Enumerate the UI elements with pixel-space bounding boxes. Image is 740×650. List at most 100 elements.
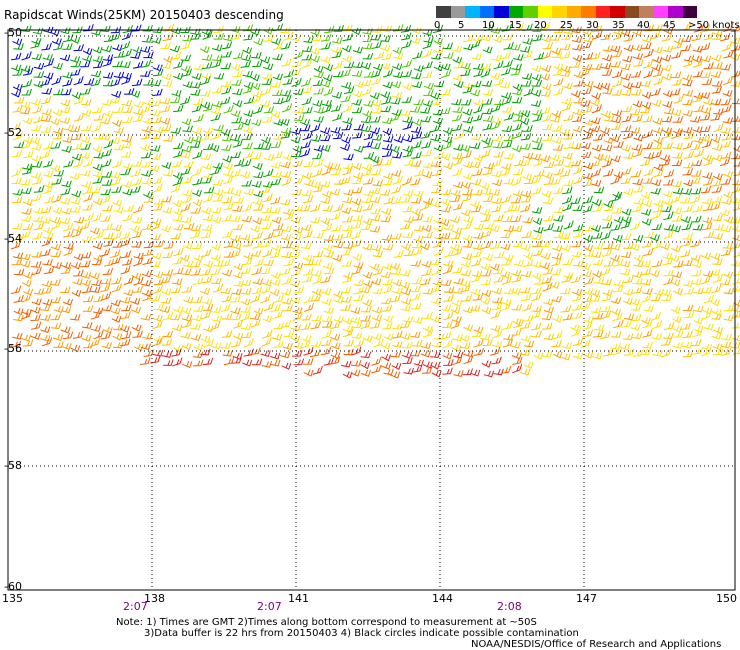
wind-barb <box>303 302 315 312</box>
wind-barb <box>362 28 373 35</box>
wind-barb <box>221 269 233 277</box>
wind-barb <box>92 307 104 315</box>
wind-barb <box>402 145 413 153</box>
wind-barb <box>452 152 463 160</box>
wind-barb <box>290 334 301 343</box>
wind-barb <box>350 221 362 229</box>
wind-barb <box>113 143 125 151</box>
wind-barb <box>292 159 303 167</box>
wind-barb <box>720 151 732 159</box>
wind-barb <box>151 116 162 124</box>
wind-barb <box>392 330 403 339</box>
wind-barb <box>93 330 104 340</box>
wind-barb <box>551 267 562 276</box>
wind-barb <box>401 351 413 359</box>
wind-barb <box>431 266 443 276</box>
wind-barb <box>573 259 584 267</box>
wind-barb <box>280 89 292 97</box>
wind-barb <box>341 360 352 368</box>
wind-barb <box>40 217 52 225</box>
wind-barb <box>463 43 474 51</box>
wind-barb <box>432 239 443 248</box>
wind-barb <box>13 308 24 316</box>
wind-barb <box>490 309 501 319</box>
wind-barb <box>411 197 422 204</box>
wind-barb <box>363 70 375 78</box>
wind-barb <box>400 195 411 203</box>
wind-barb <box>660 338 672 346</box>
wind-barb <box>513 259 524 267</box>
wind-barb <box>421 70 433 79</box>
wind-barb <box>622 288 634 296</box>
wind-barb <box>33 207 44 215</box>
wind-barb <box>492 141 504 149</box>
wind-barb <box>701 310 712 320</box>
wind-barb <box>53 127 64 135</box>
wind-barb <box>151 337 163 347</box>
wind-barb <box>503 177 514 185</box>
wind-barb <box>123 88 135 95</box>
wind-barb <box>230 295 241 303</box>
wind-barb <box>120 265 131 275</box>
wind-barb <box>410 349 421 357</box>
wind-barb <box>143 78 154 86</box>
wind-barb <box>592 270 603 279</box>
wind-barb <box>41 87 53 95</box>
wind-barb <box>551 257 562 267</box>
wind-barb <box>670 279 681 287</box>
wind-barb <box>413 65 424 73</box>
wind-barb <box>300 340 311 349</box>
wind-barb <box>561 342 573 350</box>
wind-barb <box>50 216 61 224</box>
wind-barb <box>582 329 594 338</box>
wind-barb <box>523 361 534 369</box>
wind-barb <box>12 131 23 141</box>
wind-barb <box>143 195 155 203</box>
wind-barb <box>469 200 480 209</box>
wind-barb <box>590 168 602 178</box>
wind-barb <box>172 357 183 367</box>
wind-barb <box>700 71 711 79</box>
wind-barb <box>410 259 422 267</box>
wind-barb <box>293 175 304 185</box>
wind-barb <box>22 198 33 206</box>
wind-barb <box>122 213 133 222</box>
wind-barb <box>413 98 424 106</box>
wind-barb <box>360 79 372 87</box>
wind-barb <box>321 190 332 198</box>
wind-barb <box>341 207 352 215</box>
wind-barb <box>531 65 542 73</box>
wind-barb <box>421 268 432 277</box>
wind-barb <box>641 240 653 248</box>
wind-barb <box>711 185 723 193</box>
wind-barb <box>323 64 334 72</box>
wind-barb <box>492 267 504 275</box>
wind-barb <box>203 186 215 194</box>
wind-barb <box>141 270 153 278</box>
wind-barb <box>72 158 84 168</box>
wind-barb <box>92 46 103 54</box>
lat-label: -58 <box>4 459 22 472</box>
wind-barb <box>542 350 553 358</box>
wind-barb <box>132 330 143 338</box>
wind-barb <box>392 92 403 100</box>
wind-barb <box>310 123 321 133</box>
wind-barb <box>489 263 500 271</box>
wind-barb <box>30 172 42 180</box>
wind-barb <box>511 328 522 337</box>
wind-barb <box>423 89 434 96</box>
wind-barb <box>611 49 623 58</box>
wind-barb <box>553 158 565 166</box>
wind-barb <box>353 262 364 270</box>
wind-barb <box>711 332 722 340</box>
wind-barb <box>640 80 651 87</box>
wind-barb <box>551 51 563 58</box>
wind-barb <box>610 193 621 202</box>
wind-barb <box>170 127 182 134</box>
wind-barb <box>553 63 564 72</box>
wind-barb <box>600 231 611 241</box>
wind-barb <box>240 298 251 306</box>
wind-barb <box>500 243 511 251</box>
wind-barb <box>12 188 24 196</box>
wind-barb <box>260 294 271 304</box>
